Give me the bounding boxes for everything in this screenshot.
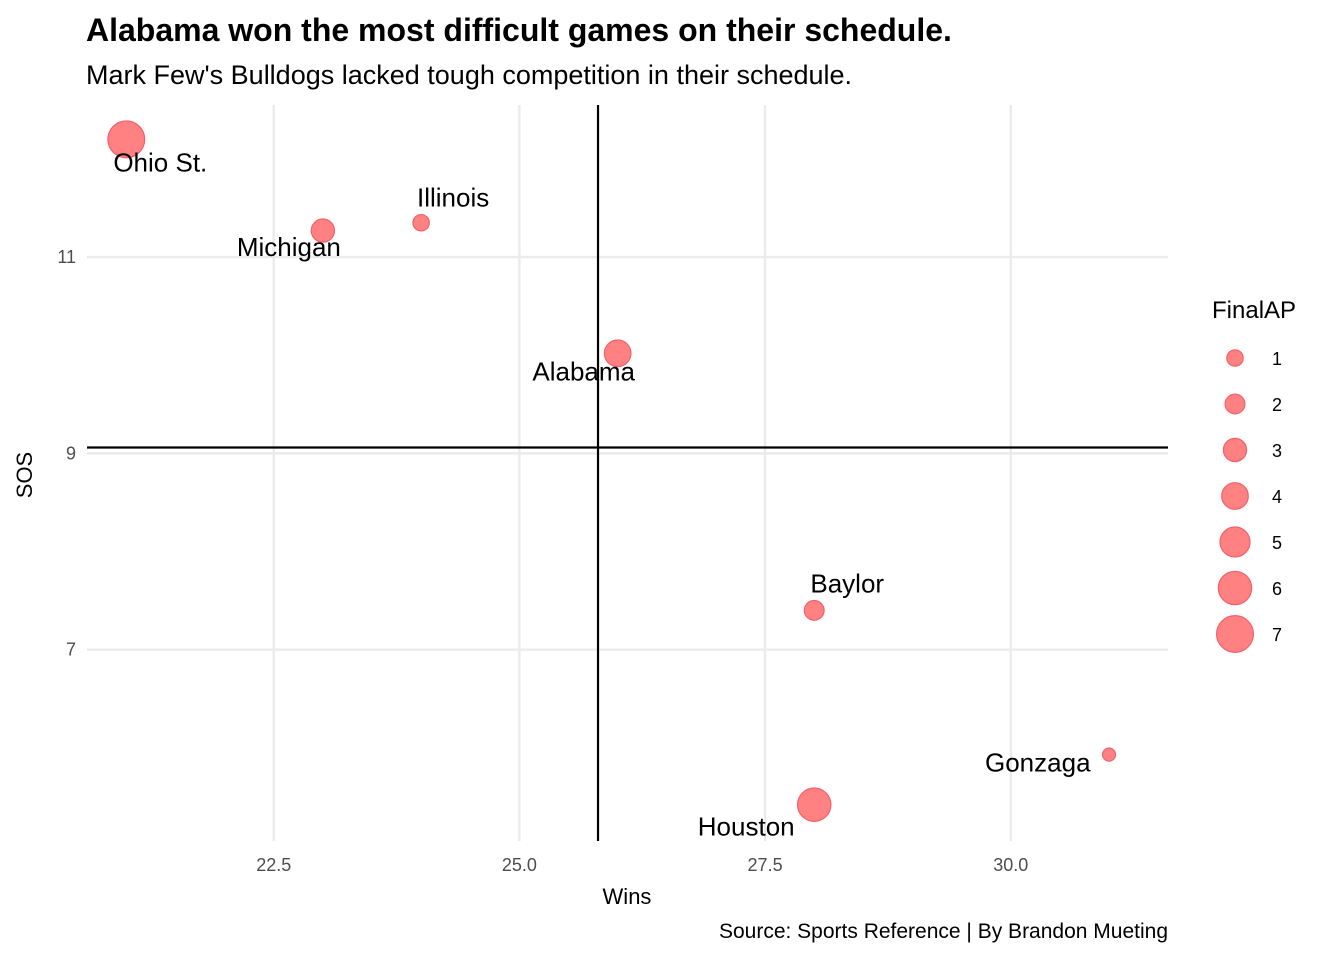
point-label: Houston xyxy=(698,811,795,841)
x-tick-label: 27.5 xyxy=(748,855,783,875)
x-axis-title: Wins xyxy=(603,884,652,909)
source-caption: Source: Sports Reference | By Brandon Mu… xyxy=(718,920,1168,943)
legend-key-circle xyxy=(1226,349,1244,367)
legend-key-label: 7 xyxy=(1272,625,1282,645)
point-michigan xyxy=(310,218,336,243)
legend-items: 1 2 3 4 5 6 7 xyxy=(1215,349,1282,653)
x-tick-label: 22.5 xyxy=(256,855,291,875)
legend-key-circle xyxy=(1217,570,1253,606)
chart-subtitle: Mark Few's Bulldogs lacked tough competi… xyxy=(86,60,853,90)
point-illinois xyxy=(412,213,430,232)
chart-title: Alabama won the most difficult games on … xyxy=(86,12,952,48)
y-tick-label: 7 xyxy=(66,640,76,660)
point-label: Illinois xyxy=(417,183,489,213)
legend-key-label: 2 xyxy=(1272,395,1282,415)
x-tick-label: 30.0 xyxy=(993,855,1028,875)
point-label: Ohio St. xyxy=(113,148,207,178)
reference-lines xyxy=(87,105,1168,841)
legend-key-label: 6 xyxy=(1272,579,1282,599)
grid-lines xyxy=(87,105,1168,841)
point-baylor xyxy=(803,599,825,621)
data-points xyxy=(107,120,1117,822)
legend-key-circle xyxy=(1219,526,1251,558)
point-label: Baylor xyxy=(810,568,884,598)
point-alabama xyxy=(603,339,632,368)
axis-ticks: 22.5 25.0 27.5 30.0 7 9 11 xyxy=(57,247,1028,875)
y-tick-label: 9 xyxy=(66,443,76,463)
point-ohio-st xyxy=(107,120,146,159)
point-gonzaga xyxy=(1101,747,1117,762)
point-labels: Ohio St. Illinois Michigan Alabama Baylor Gon… xyxy=(113,148,1091,842)
y-tick-label: 11 xyxy=(57,247,76,267)
point-houston xyxy=(796,787,832,822)
x-tick-label: 25.0 xyxy=(502,855,537,875)
legend-key-label: 5 xyxy=(1272,533,1282,553)
legend: FinalAP 1 2 3 4 5 6 7 xyxy=(1212,297,1296,653)
point-label: Alabama xyxy=(532,357,635,387)
legend-key-circle xyxy=(1222,437,1248,463)
legend-key-circle xyxy=(1221,482,1249,510)
legend-key-circle xyxy=(1215,614,1254,653)
legend-key-circle xyxy=(1224,393,1246,415)
legend-title: FinalAP xyxy=(1212,297,1296,324)
point-label: Gonzaga xyxy=(985,748,1091,778)
point-label: Michigan xyxy=(237,232,341,262)
legend-key-label: 1 xyxy=(1272,349,1282,369)
legend-key-label: 4 xyxy=(1272,487,1282,507)
legend-key-label: 3 xyxy=(1272,441,1282,461)
y-axis-title: SOS xyxy=(12,452,37,498)
